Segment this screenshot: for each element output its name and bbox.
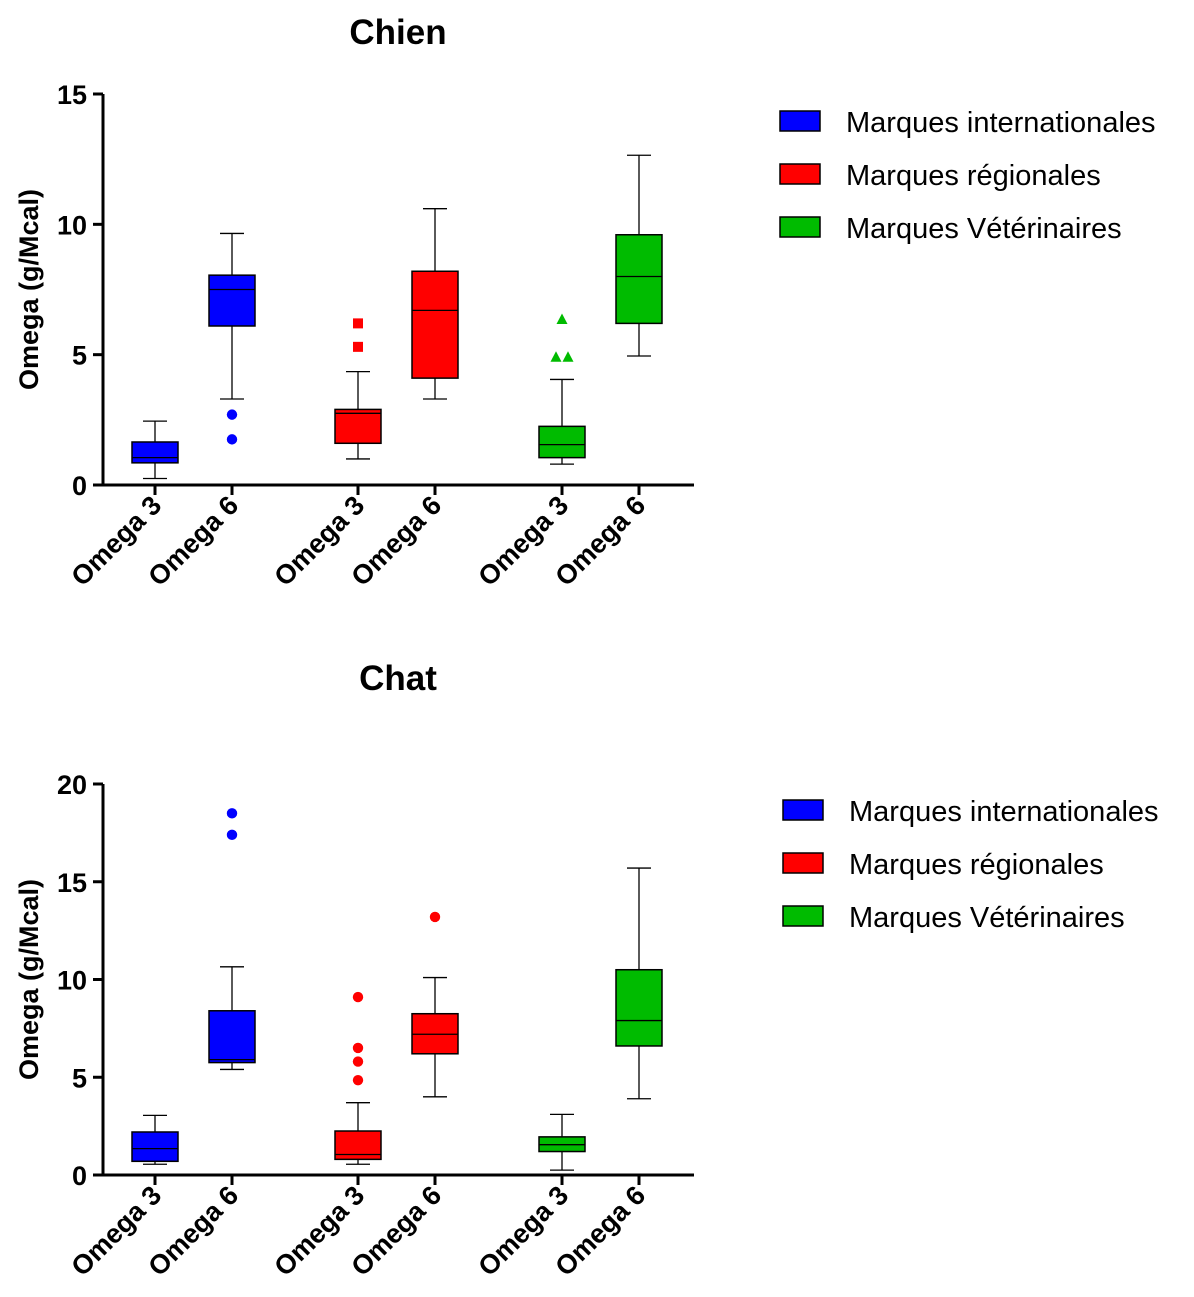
outlier-point xyxy=(353,341,363,352)
y-tick-label: 15 xyxy=(57,868,87,898)
iqr-box xyxy=(411,270,459,379)
outlier-point xyxy=(562,351,574,362)
y-tick-label: 0 xyxy=(72,1161,87,1191)
iqr-box xyxy=(208,274,256,327)
y-tick-label: 10 xyxy=(57,966,87,996)
legend-label: Marques internationales xyxy=(846,107,1156,139)
y-tick-label: 0 xyxy=(72,471,87,501)
legend-swatch xyxy=(782,852,824,874)
iqr-box xyxy=(538,425,586,459)
box-marques-internationales-omega-3 xyxy=(131,420,179,480)
outlier-point xyxy=(353,318,363,329)
legend-label: Marques Vétérinaires xyxy=(846,213,1122,245)
legend-swatch xyxy=(779,163,821,185)
outlier-point xyxy=(556,313,568,324)
legend-swatch xyxy=(779,110,821,132)
y-axis-label: Omega (g/Mcal) xyxy=(14,879,44,1080)
iqr-box xyxy=(615,234,663,325)
iqr-box xyxy=(208,1010,256,1064)
y-axis-label: Omega (g/Mcal) xyxy=(14,189,44,390)
legend-item-2: Marques Vétérinaires xyxy=(779,213,1122,245)
legend-label: Marques internationales xyxy=(849,796,1159,828)
y-tick-label: 5 xyxy=(72,341,87,371)
iqr-box xyxy=(615,968,663,1047)
box-marques-internationales-omega-6 xyxy=(208,808,256,1071)
chart-title: Chat xyxy=(359,659,437,698)
y-tick-label: 15 xyxy=(57,80,87,110)
box-marques-internationales-omega-3 xyxy=(131,1114,179,1165)
box-marques-r-gionales-omega-6 xyxy=(411,911,459,1098)
outlier-point xyxy=(429,911,441,923)
legend-item-1: Marques régionales xyxy=(782,849,1104,881)
legend-swatch xyxy=(779,216,821,238)
y-tick-label: 10 xyxy=(57,210,87,240)
legend-swatch xyxy=(782,905,824,927)
outlier-point xyxy=(352,1074,364,1086)
y-tick-label: 5 xyxy=(72,1063,87,1093)
chart-title: Chien xyxy=(349,13,446,52)
legend-item-1: Marques régionales xyxy=(779,160,1101,192)
legend-item-0: Marques internationales xyxy=(782,796,1159,828)
outlier-point xyxy=(226,808,238,819)
box-marques-r-gionales-omega-3 xyxy=(334,991,382,1165)
outlier-point xyxy=(352,1056,364,1067)
y-tick-label: 20 xyxy=(57,770,87,800)
box-marques-v-t-rinaires-omega-3 xyxy=(538,313,586,465)
legend-item-0: Marques internationales xyxy=(779,107,1156,139)
box-marques-r-gionales-omega-6 xyxy=(411,208,459,400)
outlier-point xyxy=(352,1042,364,1054)
box-marques-r-gionales-omega-3 xyxy=(334,318,382,460)
box-marques-v-t-rinaires-omega-6 xyxy=(615,867,663,1100)
outlier-point xyxy=(352,991,364,1003)
box-marques-v-t-rinaires-omega-6 xyxy=(615,154,663,357)
iqr-box xyxy=(131,1131,179,1163)
legend-label: Marques régionales xyxy=(849,849,1104,881)
legend-swatch xyxy=(782,799,824,821)
iqr-box xyxy=(334,408,382,445)
box-marques-v-t-rinaires-omega-3 xyxy=(538,1113,586,1171)
iqr-box xyxy=(131,441,179,464)
outlier-point xyxy=(226,434,238,445)
legend-item-2: Marques Vétérinaires xyxy=(782,902,1125,934)
legend-label: Marques régionales xyxy=(846,160,1101,192)
outlier-point xyxy=(226,409,238,420)
outlier-point xyxy=(226,829,238,841)
box-marques-internationales-omega-6 xyxy=(208,232,256,445)
outlier-point xyxy=(550,351,562,362)
legend-label: Marques Vétérinaires xyxy=(849,902,1125,934)
